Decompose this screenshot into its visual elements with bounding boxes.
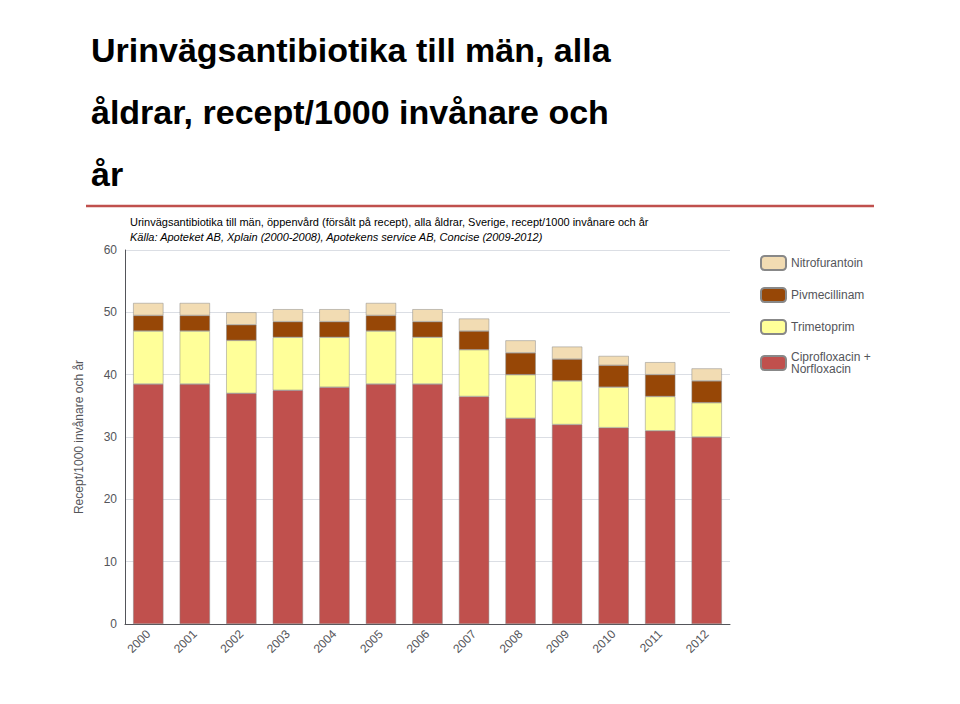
svg-text:2008: 2008 <box>497 627 526 656</box>
svg-text:Recept/1000 invånare och år: Recept/1000 invånare och år <box>72 360 86 514</box>
svg-text:åldrar, recept/1000 invånare o: åldrar, recept/1000 invånare och <box>91 93 609 131</box>
svg-text:2006: 2006 <box>404 627 433 656</box>
svg-text:0: 0 <box>110 617 117 631</box>
svg-text:2007: 2007 <box>450 627 479 656</box>
svg-text:2012: 2012 <box>683 627 712 656</box>
svg-text:Urinvägsantibiotika till män,: Urinvägsantibiotika till män, öppenvård … <box>130 216 649 228</box>
svg-text:50: 50 <box>104 305 118 319</box>
svg-text:2003: 2003 <box>264 627 293 656</box>
svg-text:2011: 2011 <box>637 627 665 655</box>
svg-text:2004: 2004 <box>311 627 340 656</box>
svg-text:Ciprofloxacin +: Ciprofloxacin + <box>791 350 871 364</box>
svg-text:30: 30 <box>104 430 118 444</box>
svg-text:20: 20 <box>104 492 118 506</box>
svg-text:Norfloxacin: Norfloxacin <box>791 362 851 376</box>
svg-text:Nitrofurantoin: Nitrofurantoin <box>791 256 863 270</box>
svg-text:2010: 2010 <box>590 627 619 656</box>
svg-text:2000: 2000 <box>124 627 153 656</box>
svg-text:2002: 2002 <box>218 627 247 656</box>
svg-text:Urinvägsantibiotika till män,: Urinvägsantibiotika till män, alla <box>91 31 612 69</box>
svg-text:60: 60 <box>104 243 118 257</box>
svg-text:Trimetoprim: Trimetoprim <box>791 320 855 334</box>
svg-text:2009: 2009 <box>543 627 572 656</box>
svg-text:10: 10 <box>104 555 118 569</box>
svg-text:40: 40 <box>104 368 118 382</box>
svg-text:Källa: Apoteket AB, Xplain (20: Källa: Apoteket AB, Xplain (2000-2008), … <box>130 231 543 243</box>
svg-text:2005: 2005 <box>357 627 386 656</box>
svg-text:år: år <box>91 155 123 193</box>
svg-text:Pivmecillinam: Pivmecillinam <box>791 288 864 302</box>
svg-text:2001: 2001 <box>171 627 200 656</box>
